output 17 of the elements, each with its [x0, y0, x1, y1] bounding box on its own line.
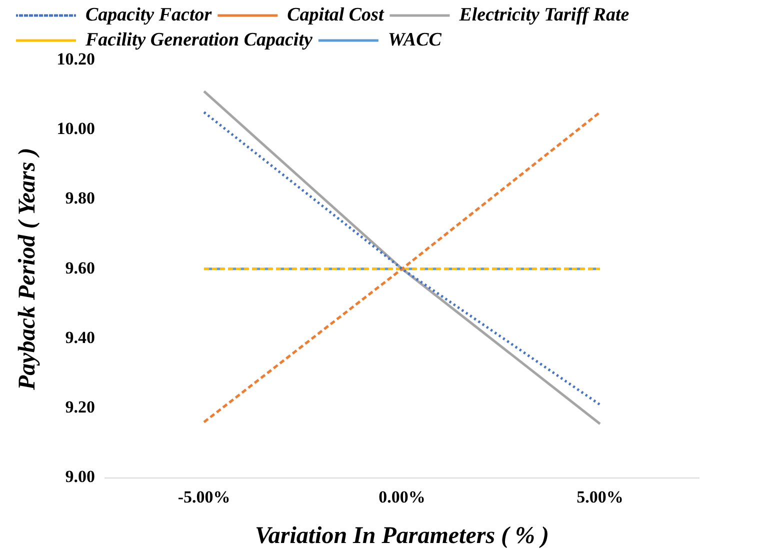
y-tick-label: 9.60 [65, 258, 96, 278]
x-axis-title: Variation In Parameters ( % ) [255, 522, 550, 549]
x-tick-label: 5.00% [576, 487, 624, 506]
legend-label: Electricity Tariff Rate [458, 4, 630, 26]
legend-label: Capacity Factor [86, 4, 212, 26]
y-tick-label: 9.20 [65, 398, 96, 417]
y-axis-title: Payback Period ( Years ) [14, 148, 41, 391]
y-tick-label: 9.40 [65, 328, 96, 347]
x-tick-label: -5.00% [178, 487, 230, 506]
legend-label: WACC [388, 29, 442, 50]
y-tick-label: 9.00 [65, 467, 96, 486]
y-tick-label: 10.00 [56, 119, 96, 138]
y-tick-label: 9.80 [65, 188, 96, 208]
legend-label: Capital Cost [287, 4, 384, 26]
legend-label: Facility Generation Capacity [84, 29, 313, 50]
x-tick-label: 0.00% [378, 487, 426, 506]
y-tick-label: 10.20 [56, 49, 96, 68]
